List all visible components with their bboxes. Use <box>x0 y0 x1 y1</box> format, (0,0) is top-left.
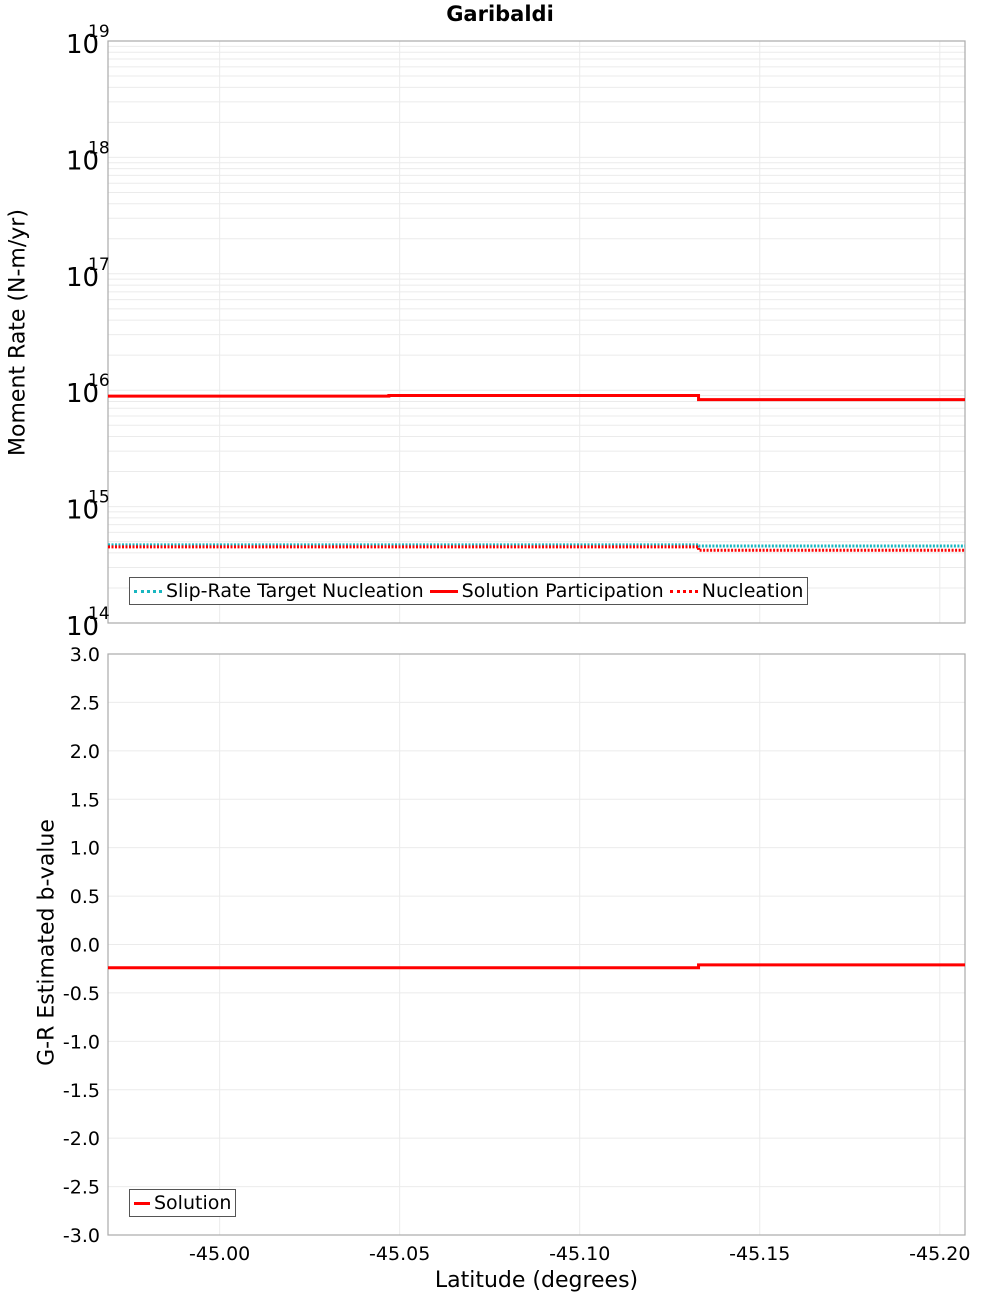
dotted-line-icon <box>134 589 162 593</box>
svg-text:14: 14 <box>88 604 110 624</box>
svg-text:-45.00: -45.00 <box>189 1243 250 1265</box>
svg-text:10: 10 <box>66 146 99 176</box>
dotted-line-icon <box>669 589 698 593</box>
top-legend: Slip-Rate Target Nucleation Solution Par… <box>129 577 809 605</box>
svg-text:10: 10 <box>66 496 99 526</box>
bottom-legend: Solution <box>129 1189 237 1217</box>
svg-text:-0.5: -0.5 <box>63 983 100 1005</box>
legend-item-participation: Solution Participation <box>429 580 664 602</box>
svg-text:1.5: 1.5 <box>70 789 100 811</box>
top-y-axis-label: Moment Rate (N-m/yr) <box>5 209 31 456</box>
svg-text:1.0: 1.0 <box>70 838 100 860</box>
svg-text:-45.10: -45.10 <box>549 1243 610 1265</box>
svg-text:17: 17 <box>88 255 110 275</box>
svg-text:16: 16 <box>88 371 110 391</box>
svg-text:10: 10 <box>66 263 99 293</box>
svg-text:-1.0: -1.0 <box>63 1031 100 1053</box>
svg-text:2.5: 2.5 <box>70 692 100 714</box>
svg-text:0.5: 0.5 <box>70 886 100 908</box>
bottom-y-axis-label: G-R Estimated b-value <box>34 819 60 1066</box>
svg-text:10: 10 <box>66 379 99 409</box>
svg-text:-2.5: -2.5 <box>63 1177 100 1199</box>
svg-text:10: 10 <box>66 612 99 642</box>
svg-text:-45.20: -45.20 <box>909 1243 970 1265</box>
solid-line-icon <box>134 1201 150 1205</box>
legend-item-solution: Solution <box>134 1192 231 1214</box>
x-axis-label: Latitude (degrees) <box>434 1268 639 1293</box>
svg-text:10: 10 <box>66 30 99 60</box>
solid-line-icon <box>429 589 458 593</box>
svg-text:2.0: 2.0 <box>70 741 100 763</box>
svg-text:19: 19 <box>88 22 110 42</box>
svg-text:3.0: 3.0 <box>70 644 100 666</box>
legend-item-target: Slip-Rate Target Nucleation <box>134 580 424 602</box>
svg-text:-2.0: -2.0 <box>63 1128 100 1150</box>
svg-text:-1.5: -1.5 <box>63 1080 100 1102</box>
svg-text:-3.0: -3.0 <box>63 1225 100 1247</box>
svg-text:0.0: 0.0 <box>70 935 100 957</box>
svg-text:18: 18 <box>88 138 110 158</box>
svg-text:-45.05: -45.05 <box>369 1243 430 1265</box>
svg-text:-45.15: -45.15 <box>729 1243 790 1265</box>
legend-item-nucleation: Nucleation <box>669 580 803 602</box>
svg-text:15: 15 <box>88 488 110 508</box>
chart-title: Garibaldi <box>446 2 554 26</box>
